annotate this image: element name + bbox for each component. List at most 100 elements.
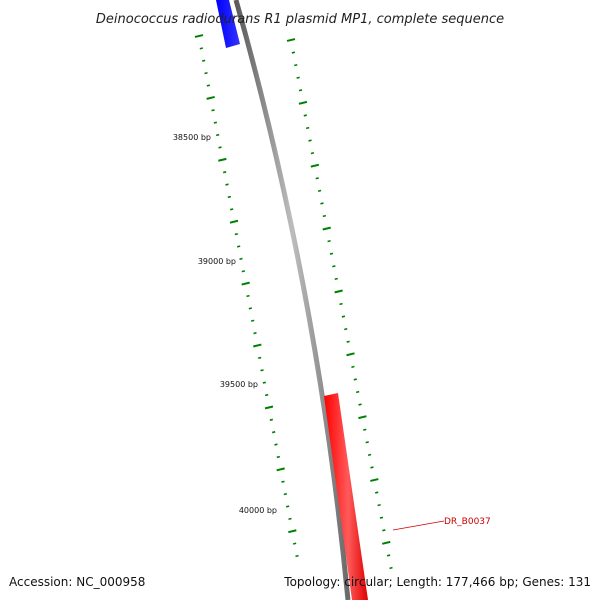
tick-label-38500: 38500 bp [173, 133, 211, 142]
minor-tick [204, 72, 208, 75]
minor-tick [241, 270, 246, 273]
minor-tick [295, 554, 299, 558]
minor-tick [264, 393, 269, 397]
major-tick [194, 34, 204, 38]
minor-tick [370, 466, 374, 469]
minor-tick [344, 328, 348, 331]
minor-tick [386, 554, 391, 557]
minor-tick [246, 294, 250, 298]
minor-tick [308, 139, 312, 142]
minor-tick [389, 566, 393, 570]
major-tick [241, 281, 250, 286]
minor-tick [274, 443, 278, 446]
minor-tick [260, 369, 264, 372]
minor-tick [339, 302, 343, 306]
minor-tick [296, 76, 300, 79]
forward-gene-feature[interactable] [216, 0, 240, 48]
minor-tick [211, 109, 215, 112]
minor-tick [285, 505, 290, 508]
minor-tick [218, 146, 222, 149]
gene-label-dr-b0037[interactable]: DR_B0037 [444, 517, 491, 527]
major-tick [298, 100, 308, 105]
minor-tick [213, 121, 218, 124]
minor-tick [215, 133, 220, 137]
minor-tick [201, 59, 206, 62]
minor-tick [367, 453, 372, 456]
major-tick [218, 157, 227, 162]
tick-label-40000: 40000 bp [239, 506, 277, 515]
minor-tick [355, 390, 360, 394]
minor-tick [206, 84, 211, 87]
minor-tick [262, 381, 267, 384]
major-tick [288, 529, 297, 534]
minor-tick [382, 529, 386, 532]
minor-tick [227, 195, 232, 199]
minor-tick [292, 542, 297, 545]
minor-tick [222, 171, 227, 174]
major-tick [382, 540, 391, 545]
minor-tick [298, 89, 303, 92]
major-tick [286, 38, 296, 42]
gene-label-leader [392, 520, 445, 531]
minor-tick [334, 277, 338, 280]
minor-tick [294, 64, 298, 67]
minor-tick [236, 245, 241, 248]
tick-label-39000: 39000 bp [198, 257, 236, 266]
minor-tick [320, 202, 324, 205]
minor-tick [281, 480, 285, 483]
tick-marks-outer [286, 38, 393, 570]
major-tick [310, 163, 320, 168]
minor-tick [250, 319, 255, 322]
minor-tick [377, 504, 381, 507]
minor-tick [199, 47, 204, 50]
minor-tick [225, 183, 229, 186]
minor-tick [269, 418, 274, 421]
minor-tick [322, 214, 327, 218]
map-title: Deinococcus radiodurans R1 plasmid MP1, … [96, 12, 504, 27]
minor-tick [351, 365, 355, 368]
minor-tick [317, 189, 322, 192]
minor-tick [375, 491, 379, 494]
minor-tick [363, 428, 367, 431]
tick-marks-inner [194, 34, 299, 558]
minor-tick [283, 492, 288, 496]
minor-tick [358, 403, 362, 406]
major-tick [334, 289, 343, 294]
minor-tick [346, 340, 350, 343]
minor-tick [303, 114, 307, 117]
sequence-summary-text: Topology: circular; Length: 177,466 bp; … [283, 575, 591, 589]
accession-text: Accession: NC_000958 [9, 575, 145, 589]
major-tick [370, 478, 379, 482]
minor-tick [234, 232, 239, 236]
minor-tick [271, 431, 276, 434]
major-tick [358, 415, 367, 420]
minor-tick [305, 126, 310, 130]
minor-tick [253, 332, 257, 335]
minor-tick [248, 307, 253, 310]
minor-tick [379, 516, 384, 519]
tick-label-39500: 39500 bp [220, 380, 258, 389]
minor-tick [329, 252, 334, 255]
minor-tick [310, 152, 315, 155]
major-tick [276, 467, 285, 472]
minor-tick [341, 315, 346, 318]
major-tick [346, 352, 355, 357]
major-tick [229, 219, 239, 224]
minor-tick [288, 517, 292, 520]
minor-tick [291, 51, 296, 54]
minor-tick [257, 356, 262, 360]
minor-tick [332, 265, 336, 268]
major-tick [206, 95, 215, 100]
minor-tick [229, 208, 234, 211]
major-tick [253, 343, 262, 348]
major-tick [264, 405, 274, 410]
minor-tick [353, 378, 357, 381]
minor-tick [327, 240, 331, 243]
minor-tick [276, 455, 281, 459]
minor-tick [239, 257, 243, 260]
minor-tick [315, 177, 319, 180]
plasmid-backbone [233, 0, 351, 600]
major-tick [322, 226, 331, 231]
reverse-gene-feature[interactable] [324, 393, 368, 600]
